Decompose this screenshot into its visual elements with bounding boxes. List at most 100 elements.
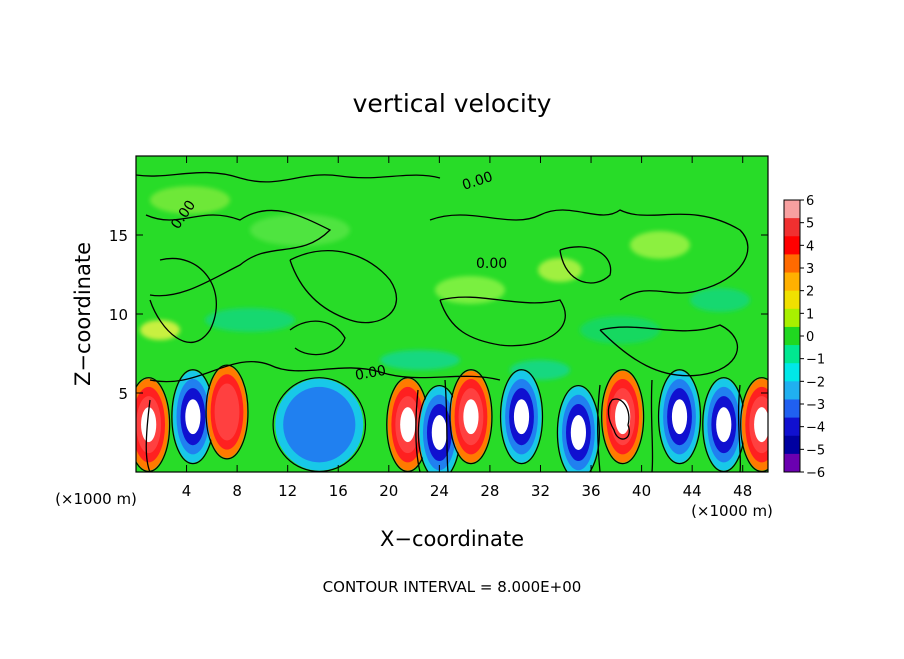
colorbar-swatch <box>784 308 800 328</box>
downdraft-cell <box>283 386 356 463</box>
downdraft-cell <box>431 415 447 450</box>
colorbar-tick-label: 4 <box>806 239 814 254</box>
contour-line <box>136 171 441 183</box>
contour-label: 0.00 <box>476 256 507 272</box>
patch <box>538 258 582 282</box>
cell-contour <box>601 369 645 465</box>
colorbar-swatch <box>784 345 800 364</box>
patch <box>435 276 505 304</box>
x-tick-label: 16 <box>329 482 348 500</box>
downdraft-cell <box>671 399 688 435</box>
x-tick-label: 44 <box>683 482 702 500</box>
updraft-cell <box>615 399 631 435</box>
colorbar-swatch <box>784 254 800 274</box>
x-tick-label: 12 <box>278 482 297 500</box>
contour-line <box>149 360 501 383</box>
patch <box>690 288 750 312</box>
colorbar-tick-label: −2 <box>806 375 825 390</box>
contour-line <box>439 296 566 347</box>
contour-label: 0.00 <box>354 363 387 384</box>
y-tick-label: 15 <box>109 227 128 245</box>
patch <box>250 214 350 246</box>
x-tick-label: 28 <box>480 482 499 500</box>
colorbar-swatch <box>784 200 800 219</box>
colorbar-swatch <box>784 363 800 382</box>
y-tick-label: 5 <box>118 385 128 403</box>
contour-line <box>145 399 151 472</box>
contour-line <box>597 384 601 472</box>
downdraft-cell <box>513 399 530 435</box>
colorbar-tick-label: 5 <box>806 217 814 232</box>
contour-line <box>559 246 612 284</box>
downdraft-cell <box>570 415 587 450</box>
updraft-cell <box>754 407 768 443</box>
cells-layer <box>136 364 768 472</box>
updraft-cell <box>141 407 157 443</box>
cell-contour <box>205 364 249 460</box>
colorbar-swatch <box>784 218 800 237</box>
colorbar-tick-label: −3 <box>806 398 825 413</box>
x-axis-unit-left: (×1000 m) <box>55 490 137 508</box>
updraft-cell <box>214 383 240 441</box>
colorbar-tick-label: −5 <box>806 443 825 458</box>
cell-contour <box>556 384 600 472</box>
patch <box>380 350 460 370</box>
x-tick-label: 24 <box>430 482 449 500</box>
colorbar: 6 5 4 3 2 1 0 −1 −2 −3 −4 −5 −6 <box>783 194 825 481</box>
colorbar-tick-label: 0 <box>806 330 814 345</box>
patch <box>205 308 295 332</box>
x-tick-label: 32 <box>531 482 550 500</box>
y-tick-label: 10 <box>109 306 128 324</box>
colorbar-swatch <box>784 272 800 292</box>
colorbar-swatch <box>784 236 800 255</box>
contour-line <box>289 250 397 324</box>
colorbar-swatch <box>784 326 800 346</box>
contour-line <box>737 384 742 472</box>
contour-line <box>289 320 346 356</box>
contour-line <box>415 389 421 472</box>
y-axis-label: Z−coordinate <box>71 242 95 386</box>
colorbar-tick-label: 1 <box>806 307 814 322</box>
y-ticks: 5 10 15 <box>109 227 768 403</box>
plot-field: 0.00 0.00 0.00 0.00 <box>136 156 768 472</box>
x-tick-label: 48 <box>733 482 752 500</box>
colorbar-tick-label: −4 <box>806 421 825 436</box>
updraft-cell <box>463 399 479 435</box>
downdraft-cell <box>185 399 201 435</box>
colorbar-swatch <box>784 290 800 310</box>
colorbar-tick-label: −1 <box>806 353 825 368</box>
contour-lines <box>136 171 749 472</box>
x-ticks: 4 8 12 16 20 24 28 32 36 40 44 48 <box>182 156 752 500</box>
colorbar-swatch <box>784 453 800 473</box>
contour-line <box>607 398 630 440</box>
x-axis-label: X−coordinate <box>380 527 524 551</box>
cell-contour <box>499 369 544 465</box>
x-tick-label: 4 <box>182 482 192 500</box>
patch <box>630 231 690 259</box>
contour-line <box>444 379 449 472</box>
chart-title: vertical velocity <box>353 89 552 118</box>
x-tick-label: 20 <box>379 482 398 500</box>
x-tick-label: 36 <box>581 482 600 500</box>
contour-line <box>145 209 332 297</box>
patch <box>140 320 180 340</box>
colorbar-tick-label: 2 <box>806 285 814 300</box>
x-tick-label: 40 <box>632 482 651 500</box>
colorbar-swatch <box>784 417 800 437</box>
downdraft-cell <box>716 407 732 443</box>
x-axis-unit-right: (×1000 m) <box>691 502 773 520</box>
x-tick-label: 8 <box>232 482 242 500</box>
patch <box>150 186 230 214</box>
contour-line <box>149 257 217 344</box>
cell-contour <box>449 369 493 465</box>
field-texture <box>140 186 750 380</box>
contour-line <box>599 324 738 377</box>
colorbar-swatch <box>784 399 800 419</box>
patch <box>580 316 660 344</box>
colorbar-swatch <box>784 381 800 400</box>
colorbar-swatch <box>784 435 800 455</box>
contour-line <box>429 209 749 301</box>
updraft-cell <box>400 407 416 443</box>
